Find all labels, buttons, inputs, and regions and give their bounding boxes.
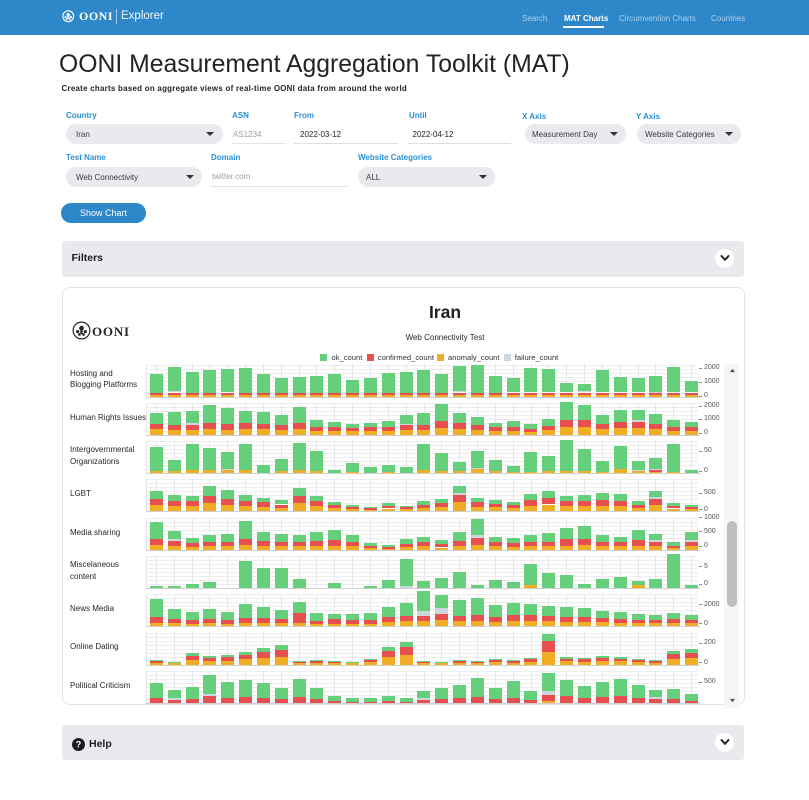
svg-text:?: ? [76, 740, 82, 750]
